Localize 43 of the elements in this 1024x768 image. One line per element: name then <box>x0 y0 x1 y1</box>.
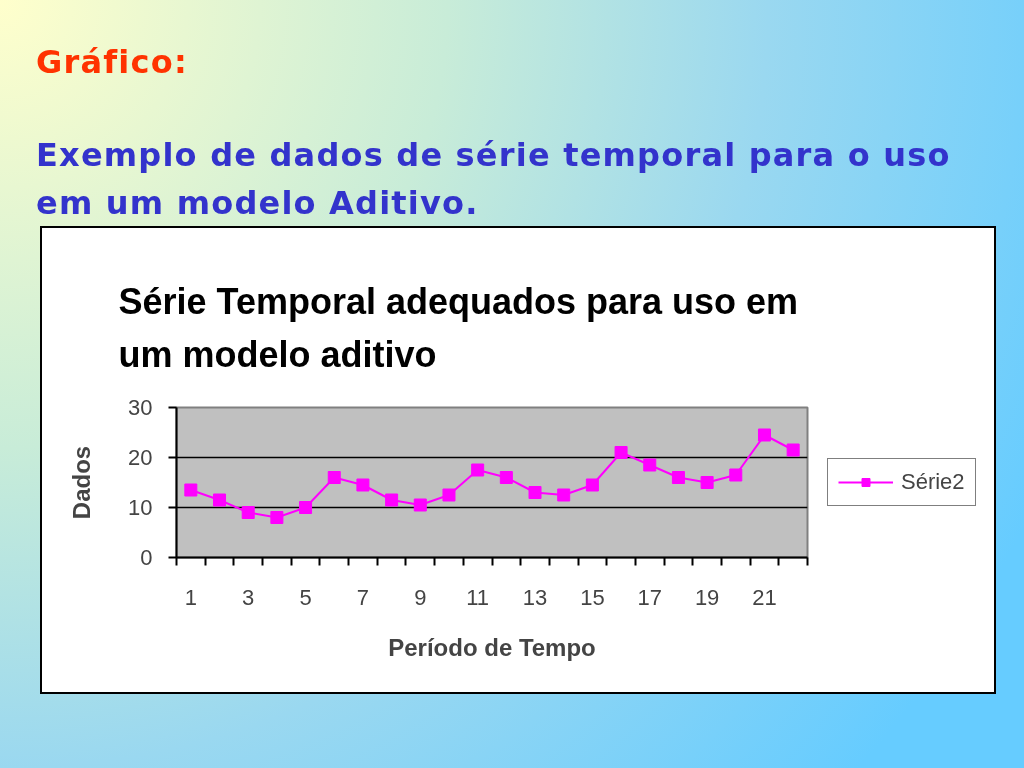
y-tick-label: 0 <box>140 545 153 570</box>
point <box>299 501 313 514</box>
x-tick-label: 19 <box>694 584 720 610</box>
point <box>327 471 341 484</box>
point <box>413 498 427 512</box>
x-tick-label: 1 <box>184 584 197 610</box>
point <box>557 488 571 502</box>
point <box>757 428 771 442</box>
x-tick-label: 5 <box>299 584 312 610</box>
point <box>786 443 800 457</box>
y-axis-title: Dados <box>68 445 96 520</box>
point <box>184 483 198 497</box>
x-tick-label: 21 <box>752 584 777 610</box>
y-tick-label: 20 <box>128 445 153 470</box>
point <box>471 463 485 477</box>
x-tick-label: 17 <box>637 584 662 610</box>
point <box>643 458 657 472</box>
x-tick-label: 3 <box>242 584 255 610</box>
x-axis-title: Período de Tempo <box>388 633 596 661</box>
text: Exemplo de dados de série temporal para o uso em um modelo Aditivo. <box>36 135 952 224</box>
point <box>356 478 370 492</box>
text: Gráfico: <box>36 42 188 83</box>
x-tick-label: 11 <box>466 584 490 610</box>
point <box>241 506 255 519</box>
point <box>499 471 513 484</box>
point <box>528 486 542 499</box>
chart-title: Série Temporal adequados para uso em um modelo aditivo <box>118 281 799 376</box>
point <box>270 511 284 524</box>
point <box>585 478 599 492</box>
x-tick-label: 13 <box>522 584 548 610</box>
x-tick-label: 7 <box>356 584 370 610</box>
x-tick-label: 15 <box>580 584 605 610</box>
point <box>671 471 685 484</box>
y-tick-label: 30 <box>128 395 153 420</box>
point <box>614 446 628 459</box>
legend-label: Série2 <box>901 469 965 495</box>
point <box>385 493 399 507</box>
point <box>729 468 743 482</box>
point <box>442 488 456 502</box>
point <box>213 493 227 507</box>
y-tick-label: 10 <box>128 495 153 520</box>
x-tick-label: 9 <box>414 584 427 610</box>
point <box>700 476 714 489</box>
